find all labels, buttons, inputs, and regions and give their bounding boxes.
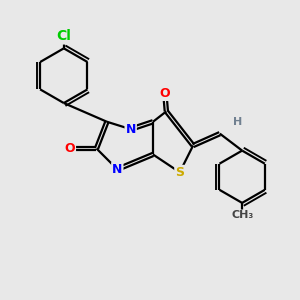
Text: S: S — [175, 166, 184, 179]
Text: Cl: Cl — [56, 29, 71, 44]
Text: CH₃: CH₃ — [231, 210, 253, 220]
Text: O: O — [160, 87, 170, 100]
Text: H: H — [233, 117, 242, 127]
Text: N: N — [125, 123, 136, 136]
Text: N: N — [112, 163, 122, 176]
Text: O: O — [64, 142, 75, 155]
